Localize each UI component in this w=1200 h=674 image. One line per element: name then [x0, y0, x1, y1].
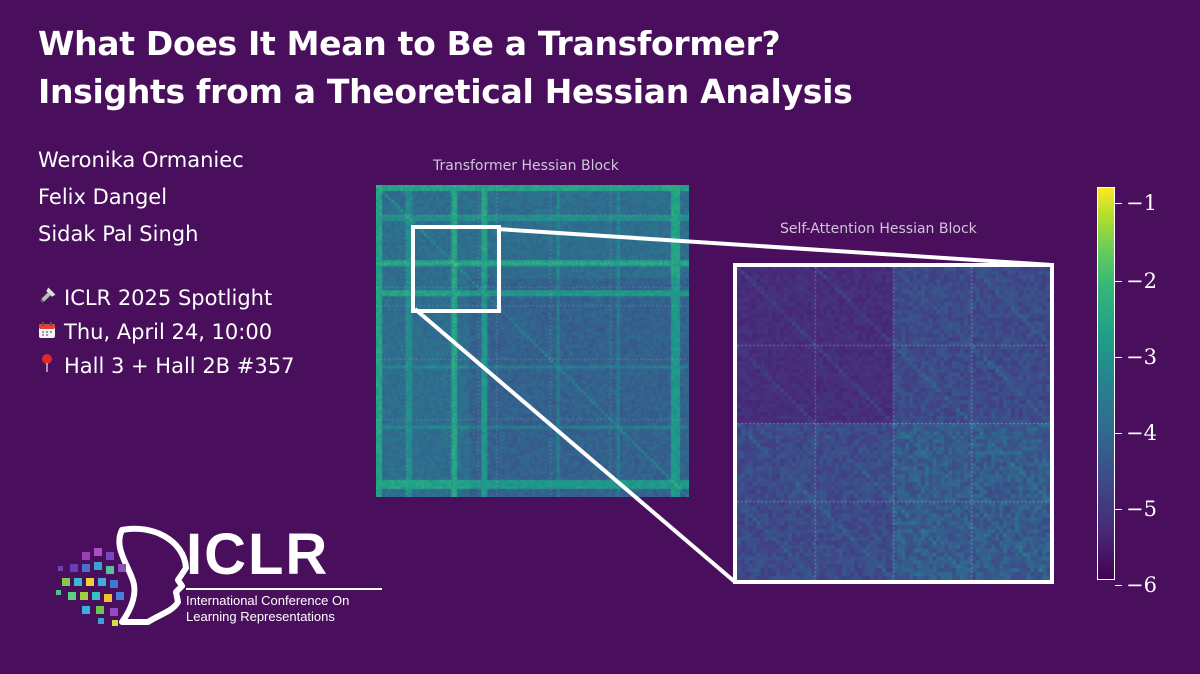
title-line-2: Insights from a Theoretical Hessian Anal…	[38, 72, 853, 111]
flashlight-icon	[38, 283, 64, 316]
self-attention-hessian-heatmap	[737, 267, 1050, 580]
iclr-logo-wordmark: ICLR	[186, 522, 330, 587]
event-date-row: Thu, April 24, 10:00	[38, 316, 294, 350]
title-line-1: What Does It Mean to Be a Transformer?	[38, 24, 781, 63]
colorbar-tick	[1115, 585, 1122, 586]
colorbar-tick-label: −4	[1126, 421, 1157, 445]
event-spotlight-row: ICLR 2025 Spotlight	[38, 282, 294, 316]
location-text: Hall 3 + Hall 2B #357	[64, 354, 295, 378]
iclr-logo-subtitle: International Conference On Learning Rep…	[186, 593, 349, 625]
colorbar-tick-label: −5	[1126, 497, 1157, 521]
calendar-icon	[38, 317, 64, 350]
colorbar-tick-label: −3	[1126, 345, 1157, 369]
author-2: Felix Dangel	[38, 185, 168, 209]
iclr-logo-icon	[56, 525, 189, 626]
colorbar-tick-label: −1	[1126, 191, 1157, 215]
author-3: Sidak Pal Singh	[38, 222, 199, 246]
colorbar-tick-label: −2	[1126, 269, 1157, 293]
event-location-row: Hall 3 + Hall 2B #357	[38, 350, 294, 384]
event-info: ICLR 2025 Spotlight Thu, April 24, 10:00…	[38, 282, 294, 384]
colorbar-tick	[1115, 357, 1122, 358]
zoom-source-box	[411, 225, 501, 313]
zoom-heatmap-caption: Self-Attention Hessian Block	[780, 221, 977, 237]
slide-title: What Does It Mean to Be a Transformer? I…	[38, 20, 938, 116]
spotlight-text: ICLR 2025 Spotlight	[64, 286, 273, 310]
author-list: Weronika Ormaniec Felix Dangel Sidak Pal…	[38, 142, 244, 253]
colorbar-tick-label: −6	[1126, 573, 1157, 597]
pin-icon	[38, 351, 64, 384]
colorbar-tick	[1115, 433, 1122, 434]
author-1: Weronika Ormaniec	[38, 148, 244, 172]
colorbar-tick	[1115, 203, 1122, 204]
colorbar-tick	[1115, 509, 1122, 510]
big-heatmap-caption: Transformer Hessian Block	[433, 158, 619, 174]
date-text: Thu, April 24, 10:00	[64, 320, 273, 344]
colorbar	[1097, 187, 1115, 580]
zoom-target-box	[733, 263, 1054, 584]
logo-subtitle-line-1: International Conference On	[186, 593, 350, 608]
colorbar-tick	[1115, 281, 1122, 282]
logo-subtitle-line-2: Learning Representations	[186, 609, 335, 624]
logo-divider	[186, 588, 382, 590]
